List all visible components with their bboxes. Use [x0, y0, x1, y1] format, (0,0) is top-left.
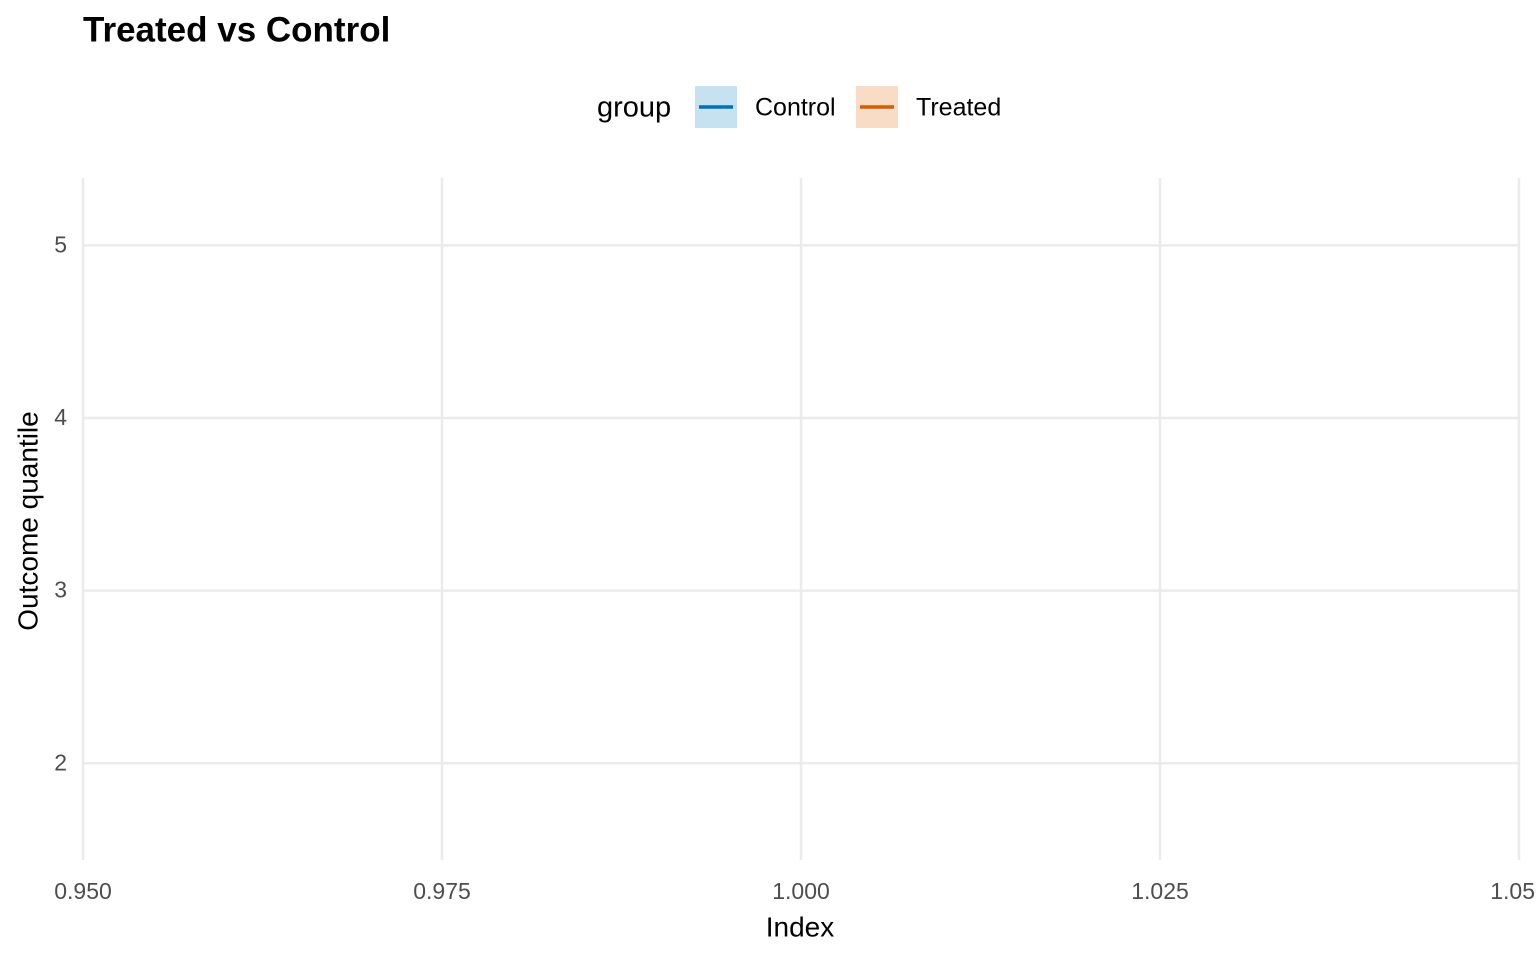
y-tick-label: 2: [54, 749, 67, 775]
legend-label: Treated: [916, 94, 1001, 122]
x-tick-label: 1.000: [772, 878, 830, 904]
x-tick-label: 1.050: [1490, 878, 1536, 904]
x-tick-label: 0.975: [413, 878, 471, 904]
y-tick-label: 5: [54, 231, 67, 257]
y-axis-title: Outcome quantile: [12, 411, 43, 630]
x-tick-label: 1.025: [1131, 878, 1189, 904]
legend-label: Control: [755, 94, 836, 122]
x-tick-label: 0.950: [54, 878, 112, 904]
x-axis-title: Index: [766, 911, 835, 942]
y-tick-label: 4: [54, 404, 67, 430]
chart-title: Treated vs Control: [83, 10, 390, 49]
legend-title: group: [597, 92, 671, 124]
y-tick-label: 3: [54, 577, 67, 603]
